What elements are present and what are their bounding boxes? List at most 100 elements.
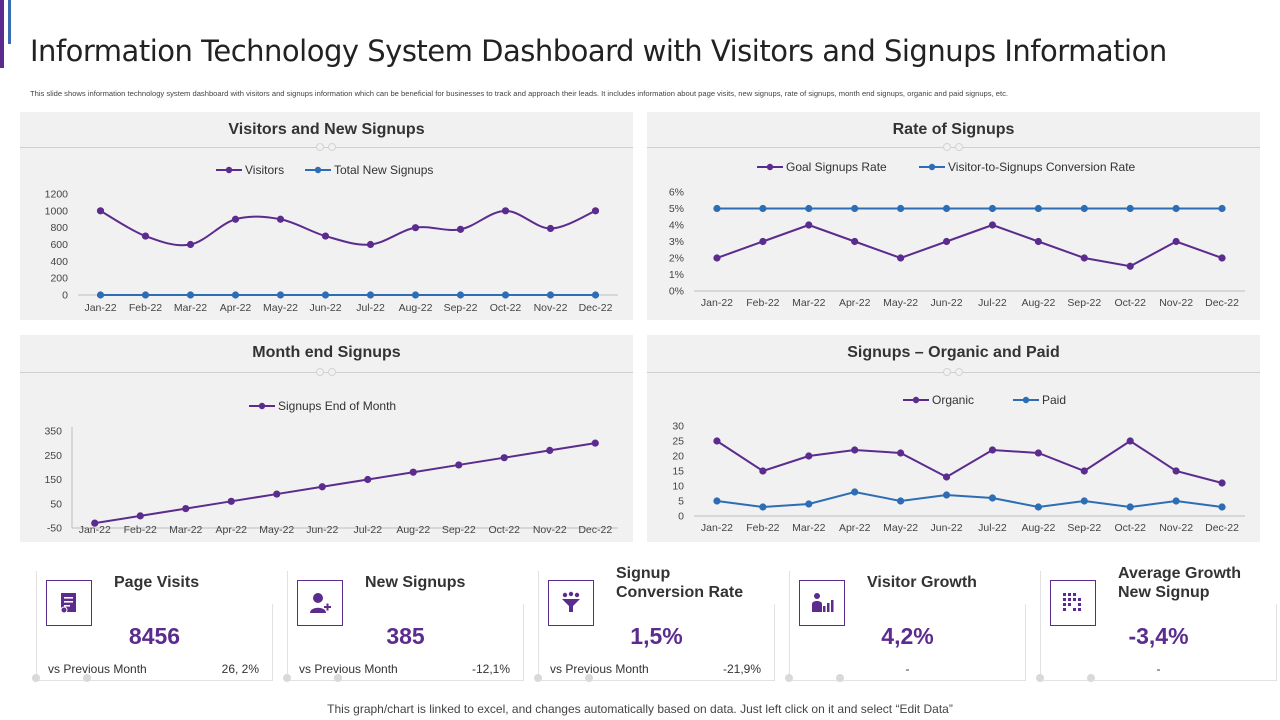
kpi-frame-edge (1040, 571, 1041, 604)
chart-panel-month-end: Month end Signups -50 50 150 250 350 Jan-22 Fe… (20, 335, 633, 542)
legend-label: Total New Signups (334, 163, 433, 177)
kpi-comparison-label: vs Previous Month (48, 662, 147, 676)
data-point (186, 291, 195, 299)
x-tick-label: Aug-22 (399, 302, 433, 314)
y-tick-label: 200 (50, 273, 68, 285)
x-tick-label: Jan-22 (701, 522, 733, 534)
data-point (851, 446, 859, 454)
kpi-change: - (905, 662, 910, 676)
kpi-frame-edge (287, 571, 288, 604)
legend-marker (258, 402, 266, 410)
divider (20, 147, 633, 148)
data-point (1126, 437, 1134, 445)
x-tick-label: Feb-22 (124, 524, 157, 536)
kpi-label: Average Growth New Signup (1118, 565, 1241, 601)
data-point (364, 475, 372, 484)
data-point (1080, 467, 1088, 475)
y-tick-label: 1200 (45, 189, 69, 201)
data-point (713, 254, 721, 262)
chart-title: Month end Signups (252, 344, 401, 361)
data-point (1126, 204, 1134, 213)
x-tick-label: Jun-22 (309, 302, 341, 314)
kpi-value: -3,4% (1128, 623, 1189, 649)
x-tick-label: Nov-22 (533, 524, 567, 536)
legend-label: Organic (932, 393, 974, 407)
data-point (318, 483, 326, 491)
x-tick-label: Jul-22 (978, 297, 1007, 309)
data-point (501, 291, 510, 299)
decor-dot (32, 674, 40, 682)
decor-dot (283, 674, 291, 682)
x-tick-label: Oct-22 (488, 524, 520, 536)
data-point (1218, 479, 1226, 487)
legend-label: Visitor-to-Signups Conversion Rate (948, 160, 1136, 174)
data-point (759, 467, 767, 475)
x-tick-label: Oct-22 (1114, 297, 1146, 309)
x-tick-label: Apr-22 (215, 524, 247, 536)
data-point (988, 494, 997, 502)
kpi-card-new-signups: New Signups 385 vs Previous Month -12,1% (283, 568, 524, 682)
funnel-icon (548, 580, 594, 626)
series-line (100, 209, 596, 247)
x-tick-label: Dec-22 (1205, 522, 1239, 534)
kpi-frame (789, 604, 1026, 681)
data-point (591, 439, 599, 447)
data-point (805, 204, 813, 213)
x-tick-label: Dec-22 (578, 524, 612, 536)
data-point (366, 291, 375, 299)
data-point (1218, 204, 1226, 213)
visitors-signups-chart: 0 200 400 600 800 1000 1200 Jan-22 Feb-22 Mar-22 A… (45, 163, 618, 314)
data-point (456, 225, 465, 233)
kpi-frame (287, 604, 524, 681)
x-tick-label: Sep-22 (442, 524, 476, 536)
data-point (988, 221, 997, 229)
divider (20, 372, 633, 373)
data-point (501, 207, 510, 215)
kpi-value: 8456 (128, 623, 181, 649)
divider (647, 147, 1260, 148)
data-point (988, 446, 997, 454)
data-point (897, 254, 905, 262)
bar-grid-icon (1050, 580, 1096, 626)
y-tick-label: 25 (672, 436, 684, 448)
kpi-frame-edge (36, 571, 37, 604)
data-point (1126, 262, 1134, 270)
data-point (988, 204, 997, 213)
divider-ornament (943, 368, 965, 376)
x-tick-label: Jun-22 (930, 522, 962, 534)
x-tick-label: Feb-22 (746, 522, 779, 534)
data-point (805, 500, 813, 508)
y-tick-label: 350 (44, 426, 62, 438)
kpi-card-signup-conversion-rate: Signup Conversion Rate 1,5% vs Previous … (534, 565, 775, 682)
data-point (273, 490, 281, 498)
data-point (546, 291, 555, 299)
data-point (1080, 254, 1088, 262)
x-tick-label: Mar-22 (792, 297, 825, 309)
data-point (231, 291, 240, 299)
data-point (1218, 254, 1226, 262)
y-tick-label: 20 (672, 451, 684, 463)
y-tick-label: 0 (62, 290, 68, 302)
x-tick-label: Nov-22 (534, 302, 568, 314)
divider-ornament (316, 143, 338, 151)
data-point (1034, 449, 1042, 457)
kpi-frame (1040, 604, 1277, 681)
decor-dot (83, 674, 91, 682)
x-tick-label: Jan-22 (701, 297, 733, 309)
series-line (716, 439, 1223, 484)
kpi-card-average-growth-new-signup: Average Growth New Signup -3,4% - (1036, 565, 1277, 682)
x-tick-label: Apr-22 (839, 522, 871, 534)
y-tick-label: 6% (669, 187, 684, 199)
data-point (1080, 497, 1088, 505)
data-point (942, 473, 951, 481)
x-tick-label: Sep-22 (1067, 522, 1101, 534)
data-point (231, 215, 240, 223)
footer-note: This graph/chart is linked to excel, and… (327, 702, 953, 716)
data-point (1172, 204, 1180, 213)
y-tick-label: 0% (669, 286, 684, 298)
page-subtitle: This slide shows information technology … (30, 89, 1009, 98)
document-icon (46, 580, 92, 626)
data-point (96, 291, 105, 299)
kpi-card-visitor-growth: Visitor Growth 4,2% - (785, 568, 1026, 682)
rate-of-signups-chart: 0% 1% 2% 3% 4% 5% 6% Jan-22 Feb-22 Mar-22 Apr-22 Ma… (669, 160, 1245, 309)
